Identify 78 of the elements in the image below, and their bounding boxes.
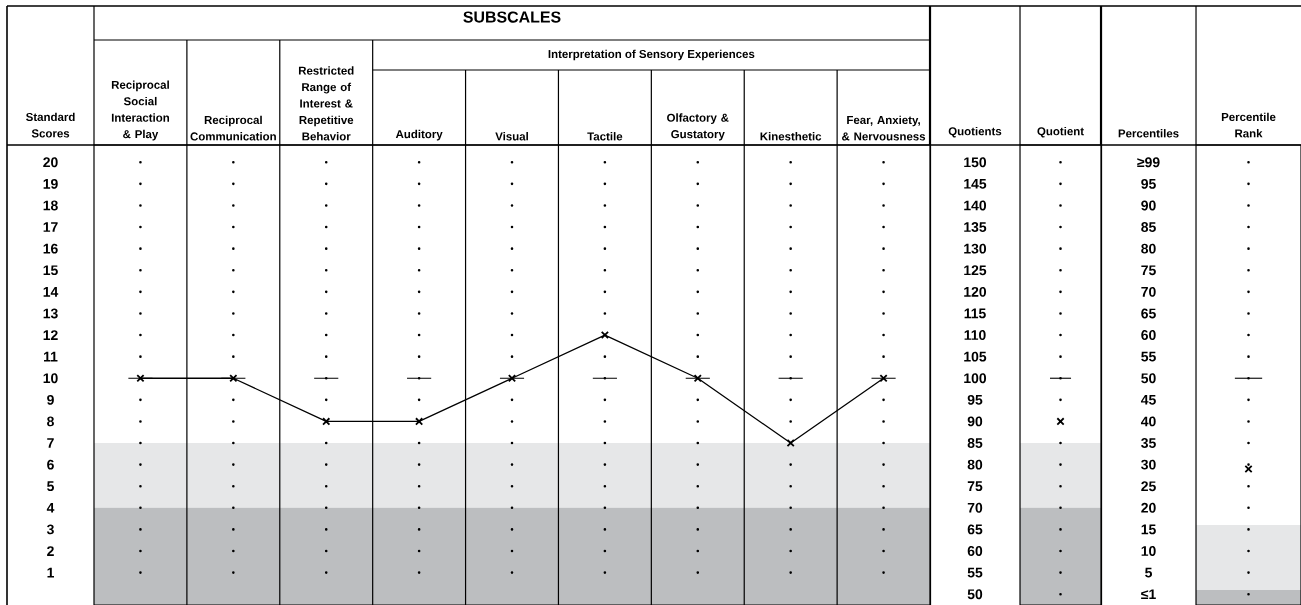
- y-tick-label: 15: [43, 265, 58, 276]
- y-tick-label: 35: [1141, 438, 1156, 448]
- y2-axis-title: Quotients: [948, 126, 1002, 138]
- y-tick-label: 19: [43, 178, 58, 189]
- y-tick-label: 75: [1141, 265, 1156, 276]
- y-tick-label: 2: [47, 546, 54, 556]
- y2-tick-label: 90: [967, 416, 983, 427]
- x-tick-label: Visual: [495, 132, 528, 141]
- x-tick-label: Reciprocal Social Interaction & Play: [111, 80, 170, 141]
- y2-tick-label: 115: [964, 308, 986, 319]
- y2-tick-label: 120: [964, 286, 987, 297]
- y2-tick-label: 110: [964, 330, 986, 340]
- y-tick-label: 65: [1141, 308, 1156, 319]
- y-tick-label: 4: [46, 503, 55, 513]
- y-tick-label: 12: [43, 330, 58, 340]
- text: Interpretation of Sensory Experiences: [548, 49, 755, 61]
- y-tick-label: 1: [47, 567, 54, 578]
- y2-tick-label: 50: [967, 589, 983, 600]
- y2-tick-label: 70: [967, 502, 983, 513]
- y-tick-label: 10: [1141, 546, 1156, 556]
- y-tick-label: 30: [1141, 459, 1156, 470]
- y-tick-label: 25: [1141, 481, 1156, 492]
- y-tick-label: 7: [47, 438, 54, 448]
- x-tick-label: Olfactory & Gustatory: [667, 113, 729, 141]
- y-tick-label: 45: [1140, 394, 1156, 405]
- y-tick-label: ≤1: [1141, 589, 1156, 599]
- y-tick-label: 9: [47, 394, 54, 405]
- y-tick-label: 5: [47, 481, 54, 492]
- y-tick-label: 17: [43, 222, 58, 232]
- y2-tick-label: 95: [967, 394, 983, 405]
- y2-tick-label: 140: [964, 200, 987, 211]
- y2-tick-label: 125: [964, 265, 987, 276]
- y2-tick-label: 80: [967, 459, 983, 470]
- y-tick-label: 16: [43, 243, 58, 254]
- y2-tick-label: 130: [964, 243, 987, 254]
- y2-tick-label: 100: [964, 373, 987, 384]
- y-tick-label: ≥99: [1137, 157, 1160, 168]
- y-tick-label: 18: [43, 200, 58, 211]
- y2-tick-label: 75: [967, 481, 983, 492]
- y2-tick-label: 145: [964, 179, 987, 189]
- x-tick-label: Tactile: [587, 132, 623, 141]
- y-tick-label: 55: [1141, 351, 1156, 362]
- y-tick-label: 20: [1141, 502, 1156, 513]
- x-axis-title: Percentile Rank: [1221, 112, 1276, 138]
- y-tick-label: 60: [1141, 330, 1156, 340]
- chart-title: SUBSCALES: [463, 11, 561, 23]
- y2-tick-label: 60: [967, 546, 983, 556]
- y2-tick-label: 55: [967, 567, 983, 578]
- x-tick-label: Kinesthetic: [760, 132, 822, 141]
- y-tick-label: 5: [1145, 567, 1153, 578]
- y-tick-label: 15: [1141, 524, 1156, 535]
- y-axis-title: Standard Scores: [26, 112, 75, 138]
- y2-tick-label: 65: [967, 524, 983, 535]
- x-axis-title: Quotient: [1037, 126, 1084, 138]
- y-tick-label: 70: [1141, 286, 1156, 297]
- y-tick-label: 8: [47, 416, 54, 427]
- x-tick-label: Fear, Anxiety, & Nervousness: [842, 115, 926, 141]
- y2-tick-label: 85: [967, 438, 983, 448]
- y2-tick-label: 135: [964, 222, 987, 233]
- y-tick-label: 6: [47, 459, 54, 470]
- y-tick-label: 3: [46, 524, 54, 535]
- y-tick-label: 95: [1141, 178, 1156, 189]
- y-tick-label: 80: [1141, 243, 1156, 254]
- y-axis-title: Percentiles: [1118, 129, 1179, 138]
- y-tick-label: 13: [43, 308, 58, 319]
- y-tick-label: 20: [43, 157, 58, 168]
- x-tick-label: Restricted Range of Interest & Repetitive Behavior: [298, 66, 354, 141]
- y-tick-label: 11: [44, 351, 58, 362]
- y-tick-label: 40: [1140, 416, 1156, 427]
- y-tick-label: 90: [1141, 200, 1156, 211]
- y-tick-label: 85: [1141, 222, 1156, 232]
- y-tick-label: 10: [43, 373, 58, 384]
- y-tick-label: 14: [43, 287, 59, 297]
- y2-tick-label: 105: [964, 351, 987, 362]
- x-tick-label: Auditory: [395, 129, 443, 141]
- y-tick-label: 50: [1141, 373, 1156, 384]
- x-tick-label: Reciprocal Communication: [190, 115, 276, 141]
- y2-tick-label: 150: [964, 157, 987, 168]
